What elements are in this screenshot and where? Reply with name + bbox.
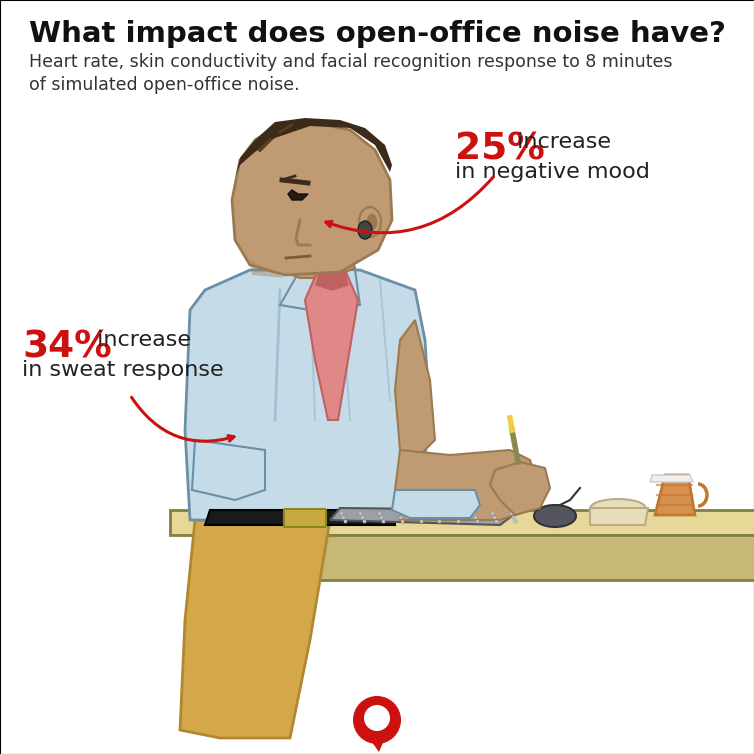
Polygon shape: [200, 535, 754, 580]
Polygon shape: [344, 520, 347, 523]
Polygon shape: [382, 520, 385, 523]
Polygon shape: [232, 122, 392, 275]
Text: What impact does open-office noise have?: What impact does open-office noise have?: [29, 20, 725, 48]
Polygon shape: [512, 516, 515, 519]
Polygon shape: [395, 320, 435, 460]
Polygon shape: [495, 520, 498, 523]
Ellipse shape: [367, 214, 377, 230]
Text: in negative mood: in negative mood: [455, 162, 650, 182]
Text: 25%: 25%: [455, 132, 545, 168]
Text: 34%: 34%: [22, 330, 112, 366]
Circle shape: [364, 705, 390, 731]
Polygon shape: [359, 512, 362, 515]
Polygon shape: [185, 440, 235, 465]
Polygon shape: [363, 520, 366, 523]
Ellipse shape: [175, 665, 355, 715]
Polygon shape: [415, 512, 418, 515]
Polygon shape: [145, 530, 400, 565]
Polygon shape: [192, 440, 265, 500]
Polygon shape: [397, 512, 400, 515]
Polygon shape: [555, 125, 642, 478]
Polygon shape: [185, 270, 430, 520]
Polygon shape: [392, 490, 480, 518]
Polygon shape: [305, 270, 358, 420]
Polygon shape: [400, 520, 403, 523]
Polygon shape: [418, 516, 421, 519]
Ellipse shape: [358, 221, 372, 239]
Polygon shape: [330, 270, 360, 310]
Polygon shape: [491, 512, 494, 515]
Polygon shape: [205, 510, 395, 525]
Polygon shape: [278, 230, 355, 278]
Polygon shape: [330, 508, 520, 525]
Polygon shape: [438, 520, 441, 523]
Polygon shape: [369, 738, 385, 752]
Polygon shape: [419, 520, 422, 523]
FancyBboxPatch shape: [284, 509, 326, 527]
Polygon shape: [455, 516, 458, 519]
Polygon shape: [192, 375, 270, 495]
Polygon shape: [514, 520, 517, 523]
Polygon shape: [361, 516, 364, 519]
Polygon shape: [477, 520, 480, 523]
Polygon shape: [474, 516, 477, 519]
Polygon shape: [380, 516, 383, 519]
Polygon shape: [180, 510, 395, 738]
Polygon shape: [395, 450, 540, 520]
Polygon shape: [378, 512, 381, 515]
Polygon shape: [590, 508, 648, 525]
Text: in sweat response: in sweat response: [22, 360, 224, 380]
Polygon shape: [458, 520, 461, 523]
Polygon shape: [560, 220, 665, 430]
Polygon shape: [555, 508, 645, 518]
Ellipse shape: [590, 499, 645, 517]
Text: Heart rate, skin conductivity and facial recognition response to 8 minutes
of si: Heart rate, skin conductivity and facial…: [29, 53, 672, 94]
Polygon shape: [288, 190, 308, 200]
Polygon shape: [650, 475, 693, 482]
Polygon shape: [280, 270, 330, 310]
Polygon shape: [250, 255, 285, 278]
Polygon shape: [340, 512, 343, 515]
Polygon shape: [493, 516, 496, 519]
Polygon shape: [655, 475, 695, 515]
Ellipse shape: [534, 505, 576, 527]
Ellipse shape: [359, 207, 381, 237]
Polygon shape: [156, 345, 185, 522]
Polygon shape: [399, 516, 402, 519]
Polygon shape: [437, 516, 440, 519]
Polygon shape: [170, 510, 754, 535]
Polygon shape: [510, 512, 513, 515]
Text: increase: increase: [510, 132, 611, 152]
Polygon shape: [236, 118, 392, 175]
Polygon shape: [316, 270, 348, 290]
Ellipse shape: [575, 137, 655, 222]
Text: increase: increase: [90, 330, 191, 350]
Circle shape: [353, 696, 401, 744]
Polygon shape: [453, 512, 456, 515]
Polygon shape: [434, 512, 437, 515]
Polygon shape: [490, 462, 550, 515]
Polygon shape: [150, 340, 192, 530]
Polygon shape: [342, 516, 345, 519]
Polygon shape: [472, 512, 475, 515]
